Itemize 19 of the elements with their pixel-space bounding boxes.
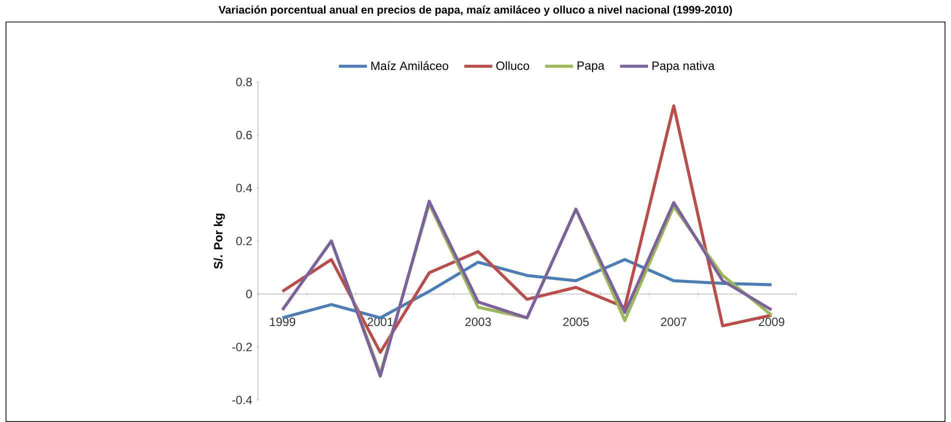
- x-tick-label: 2009: [758, 318, 784, 326]
- legend-label: Papa: [578, 61, 605, 72]
- chart-title: Variación porcentual anual en precios de papa, maíz amiláceo y olluco a nivel nacional (1999-2010): [218, 6, 732, 16]
- legend-label: Maíz Amiláceo: [371, 61, 448, 70]
- x-tick-label: 2007: [661, 318, 686, 326]
- y-tick-label: -0.2: [232, 342, 252, 352]
- x-tick-label: 1999: [270, 318, 296, 326]
- y-tick-label: 0: [246, 290, 252, 298]
- y-tick-label: 0.8: [236, 78, 252, 86]
- y-tick-label: -0.4: [232, 396, 252, 404]
- x-tick-label: 2005: [563, 318, 589, 326]
- y-tick-label: 0.2: [236, 236, 252, 246]
- y-tick-label: 0.4: [236, 184, 252, 192]
- x-tick-label: 2001: [368, 318, 393, 326]
- x-tick-label: 2003: [465, 318, 491, 326]
- y-tick-label: 0.6: [236, 130, 252, 140]
- legend-label: Papa nativa: [652, 61, 715, 72]
- y-axis-title: S/. Por kg: [214, 214, 225, 269]
- legend-label: Olluco: [496, 61, 530, 70]
